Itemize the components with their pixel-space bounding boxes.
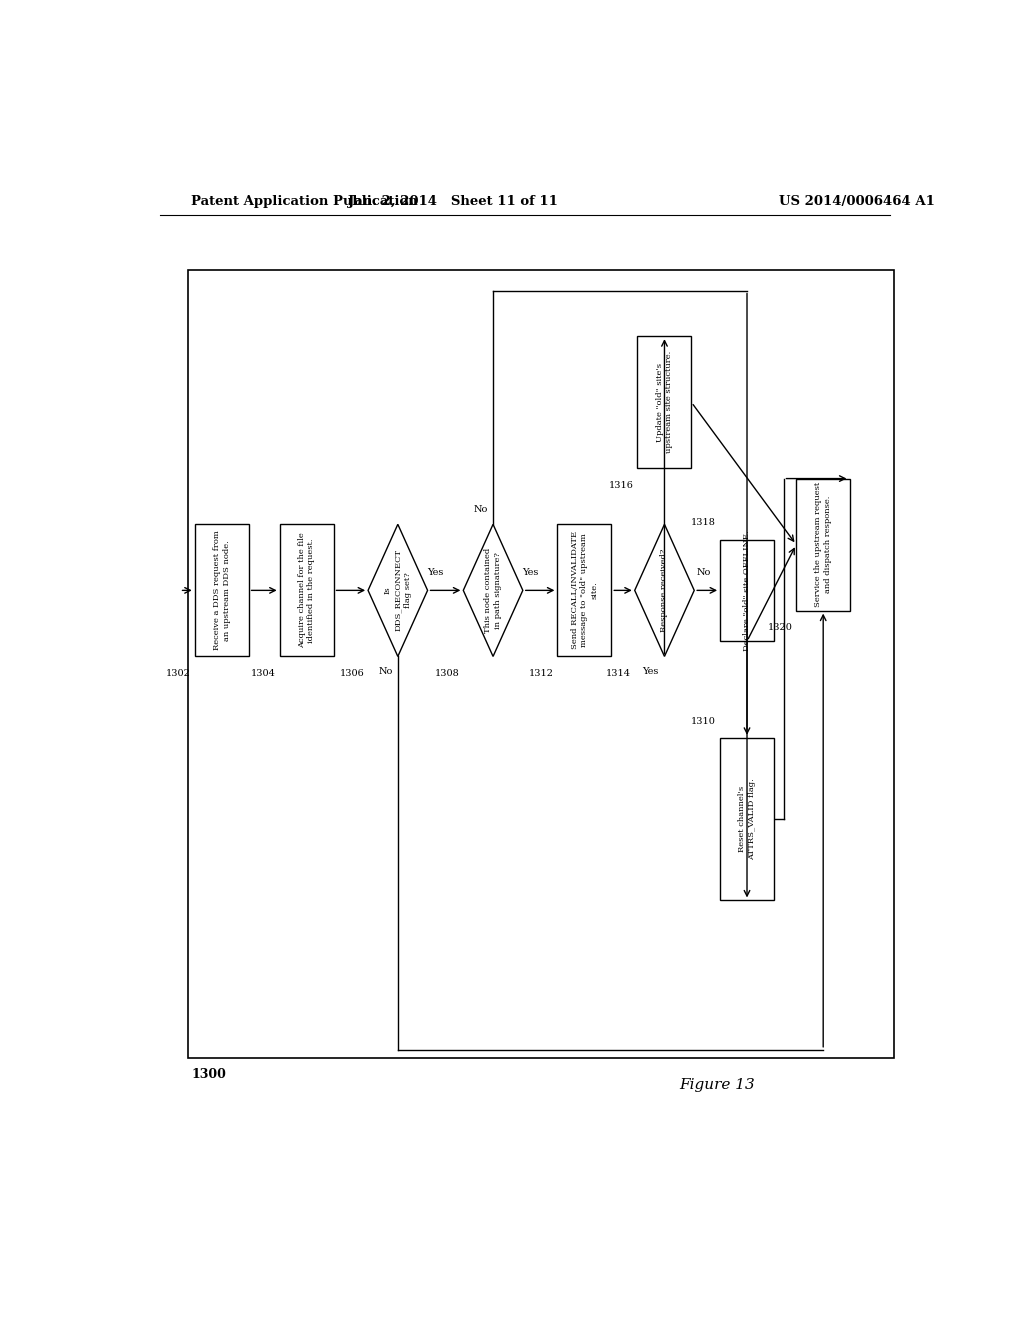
Text: 1308: 1308 — [434, 669, 460, 677]
Text: Reset channel's
ATTRS_VALID flag.: Reset channel's ATTRS_VALID flag. — [738, 779, 756, 859]
Bar — [195, 524, 249, 656]
Text: Yes: Yes — [522, 568, 539, 577]
Text: Jan. 2, 2014   Sheet 11 of 11: Jan. 2, 2014 Sheet 11 of 11 — [348, 195, 558, 209]
Polygon shape — [368, 524, 428, 656]
Text: Response received?: Response received? — [660, 549, 669, 632]
Text: Yes: Yes — [642, 667, 658, 676]
Bar — [720, 540, 774, 642]
Text: No: No — [696, 568, 711, 577]
Text: 1310: 1310 — [691, 717, 716, 726]
Text: Is
DDS_RECONNECT
flag set?: Is DDS_RECONNECT flag set? — [384, 549, 412, 631]
Bar — [557, 524, 611, 656]
Text: Yes: Yes — [427, 568, 443, 577]
Text: Receive a DDS request from
an upstream DDS node.: Receive a DDS request from an upstream D… — [213, 531, 230, 651]
Text: 1316: 1316 — [608, 480, 634, 490]
Polygon shape — [635, 524, 694, 656]
Text: Update "old" site's
upstream site structure.: Update "old" site's upstream site struct… — [655, 351, 674, 454]
Text: Acquire channel for the file
identified in the request.: Acquire channel for the file identified … — [298, 532, 315, 648]
Text: 1302: 1302 — [166, 669, 190, 677]
Bar — [638, 337, 691, 469]
Text: Service the upstream request
and dispatch response.: Service the upstream request and dispatc… — [814, 482, 833, 607]
Text: 1304: 1304 — [251, 669, 275, 677]
Text: No: No — [474, 504, 488, 513]
Text: 1320: 1320 — [767, 623, 793, 632]
Text: US 2014/0006464 A1: US 2014/0006464 A1 — [778, 195, 935, 209]
Text: Declare "old" site OFFLINE.: Declare "old" site OFFLINE. — [743, 531, 751, 651]
Bar — [797, 479, 850, 611]
Text: Figure 13: Figure 13 — [680, 1078, 756, 1093]
Text: Send RECALL/INVALIDATE
message to "old" upstream
site.: Send RECALL/INVALIDATE message to "old" … — [570, 532, 598, 649]
Text: 1312: 1312 — [528, 669, 553, 677]
Text: No: No — [379, 667, 393, 676]
Text: Patent Application Publication: Patent Application Publication — [191, 195, 418, 209]
Bar — [280, 524, 334, 656]
Text: 1318: 1318 — [691, 519, 716, 528]
Bar — [187, 271, 894, 1057]
Bar — [720, 738, 774, 900]
Text: This node contained
in path signature?: This node contained in path signature? — [484, 548, 502, 634]
Text: 1300: 1300 — [191, 1068, 226, 1081]
Polygon shape — [463, 524, 523, 656]
Text: 1314: 1314 — [606, 669, 631, 677]
Text: 1306: 1306 — [339, 669, 365, 677]
